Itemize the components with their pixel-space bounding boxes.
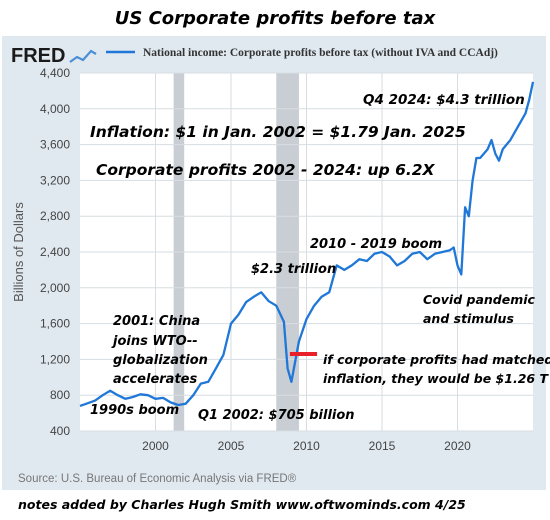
annotations: Q4 2024: $4.3 trillion Inflation: $1 in J… <box>90 92 550 423</box>
y-tick-label: 800 <box>50 388 70 402</box>
y-axis-label: Billions of Dollars <box>11 202 26 302</box>
y-tick-labels: 400 800 1,200 1,600 2,000 2,400 2,800 3,200 3,60… <box>40 66 70 438</box>
annotation-2: Corporate profits 2002 - 2024: up 6.2X <box>96 161 436 179</box>
fred-logo: FRED <box>11 45 97 67</box>
y-tick-label: 2,800 <box>40 209 70 223</box>
annotation-11: if corporate profits had matched <box>323 352 550 367</box>
y-tick-label: 3,200 <box>40 173 70 187</box>
x-tick-labels: 2000 2005 2010 2015 2020 <box>142 439 471 453</box>
annotation-12: inflation, they would be $1.26 T <box>323 371 549 386</box>
y-tick-label: 2,000 <box>40 281 70 295</box>
x-tick-label: 2005 <box>218 439 245 453</box>
y-tick-label: 2,400 <box>40 245 70 259</box>
x-tick-label: 2010 <box>293 439 320 453</box>
annotation-0: Q4 2024: $4.3 trillion <box>363 92 525 108</box>
footer-note: notes added by Charles Hugh Smith www.of… <box>18 497 466 512</box>
series-line-corporate-profits <box>79 81 535 407</box>
fred-logo-text: FRED <box>11 45 65 67</box>
annotation-4: $2.3 trillion <box>251 262 336 277</box>
x-tick-label: 2000 <box>142 439 169 453</box>
annotation-13: 1990s boom <box>90 403 179 418</box>
source-note: Source: U.S. Bureau of Economic Analysis… <box>18 473 297 485</box>
gridlines <box>80 72 533 432</box>
x-tick-label: 2015 <box>369 439 396 453</box>
annotation-7: 2001: China <box>113 314 200 329</box>
y-tick-label: 400 <box>50 424 70 438</box>
annotation-6: and stimulus <box>423 311 514 326</box>
fred-logo-spark-icon <box>69 49 97 63</box>
page-title: US Corporate profits before tax <box>114 8 436 29</box>
y-tick-label: 1,200 <box>40 352 70 366</box>
y-tick-label: 4,400 <box>40 66 70 80</box>
annotation-9: globalization <box>113 353 208 368</box>
y-tick-label: 1,600 <box>40 317 70 331</box>
y-tick-label: 3,600 <box>40 138 70 152</box>
annotation-5: Covid pandemic <box>423 292 536 307</box>
annotation-8: joins WTO-- <box>111 334 198 349</box>
annotation-3: 2010 - 2019 boom <box>310 237 442 252</box>
annotation-14: Q1 2002: $705 billion <box>198 408 355 423</box>
annotation-10: accelerates <box>113 372 197 387</box>
legend-label: National income: Corporate profits befor… <box>143 47 498 59</box>
y-tick-label: 4,000 <box>40 102 70 116</box>
annotation-1: Inflation: $1 in Jan. 2002 = $1.79 Jan. … <box>90 123 466 141</box>
x-tick-label: 2020 <box>444 439 471 453</box>
